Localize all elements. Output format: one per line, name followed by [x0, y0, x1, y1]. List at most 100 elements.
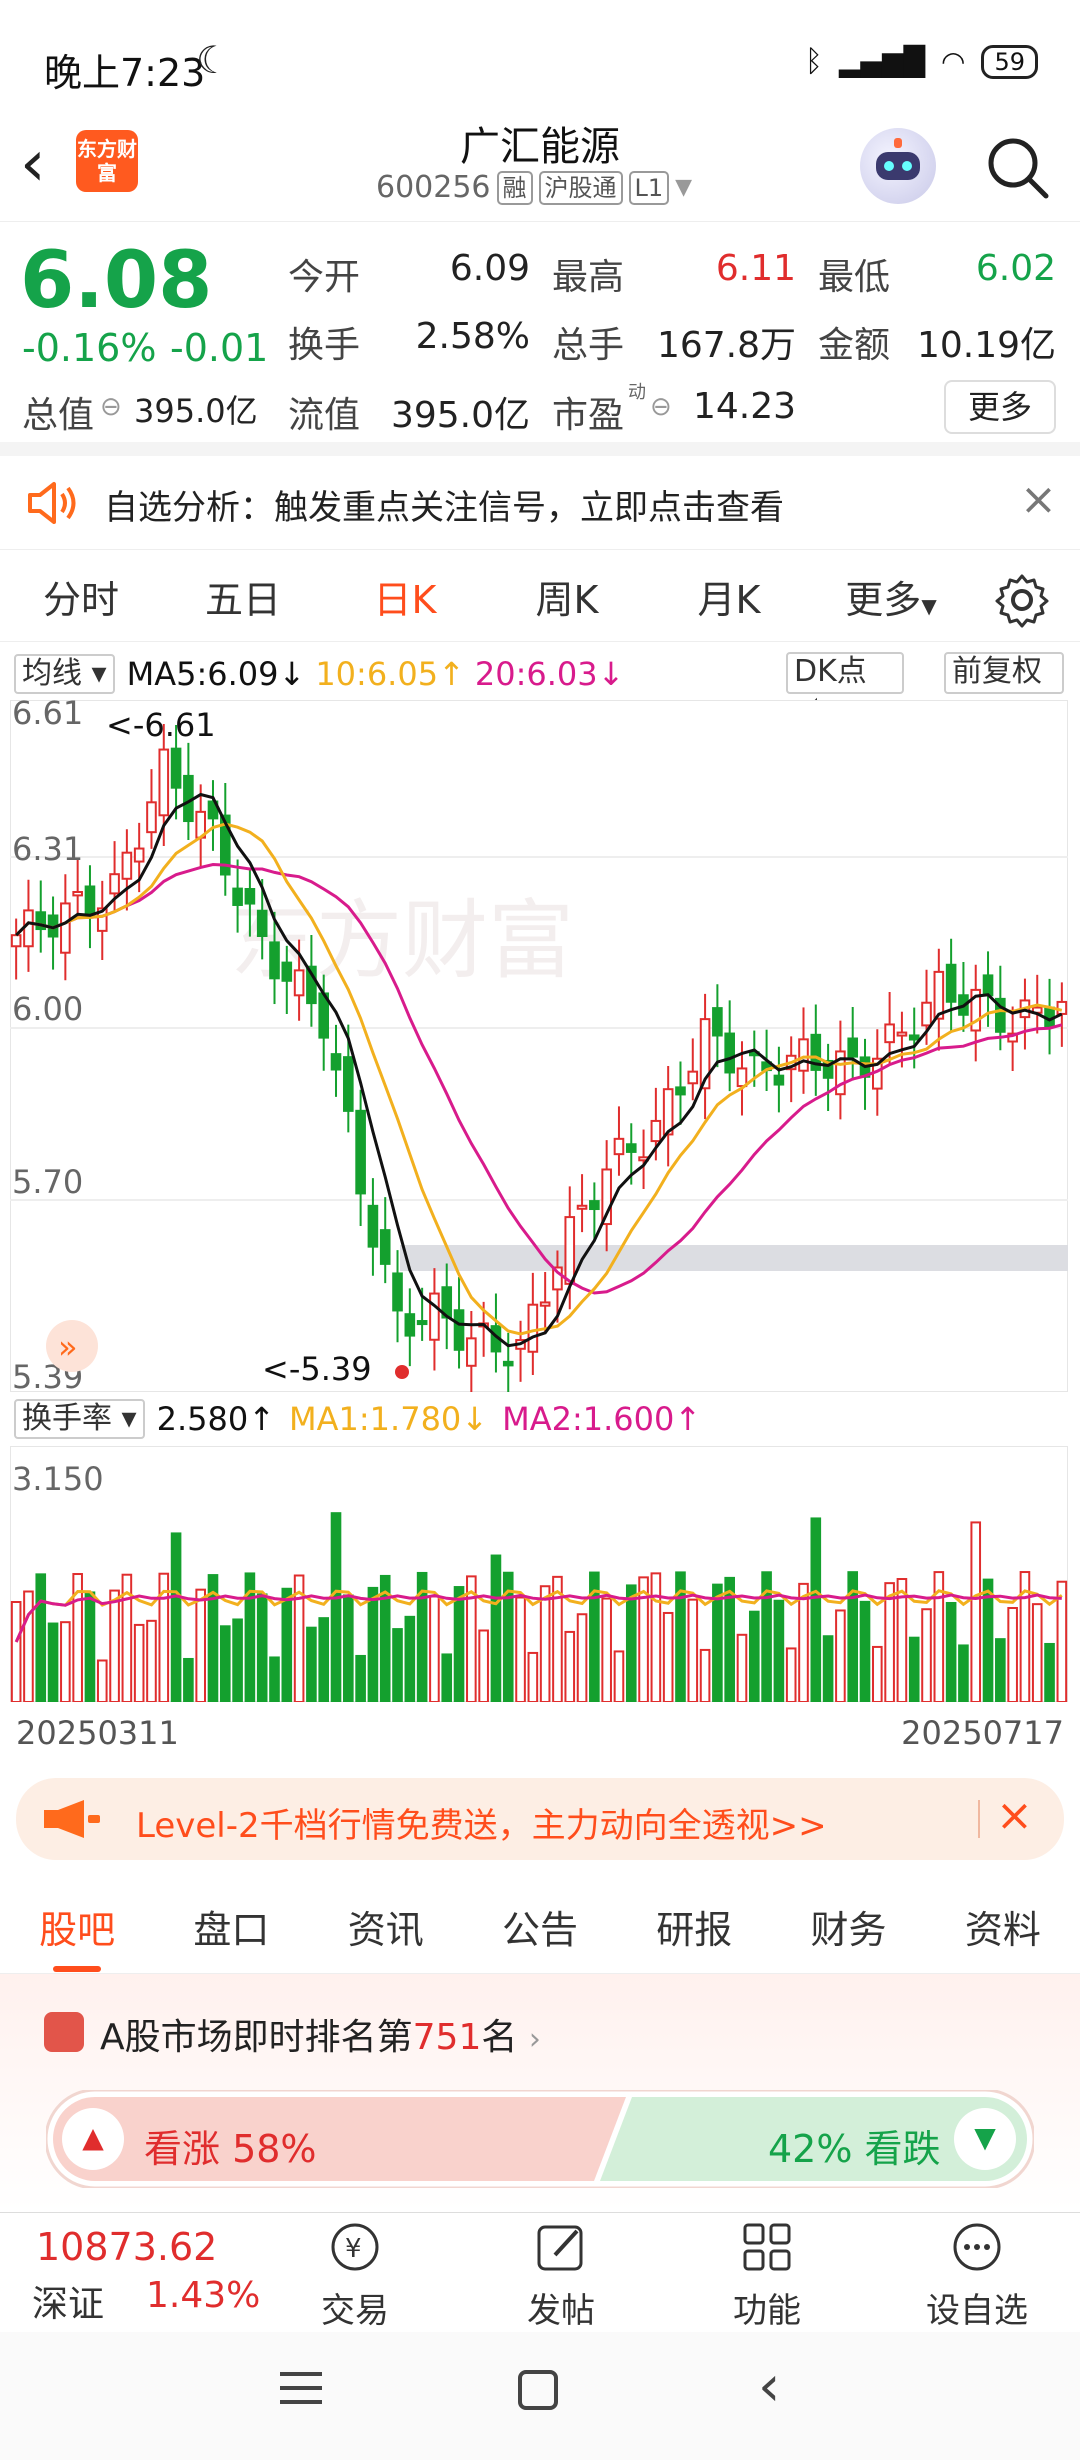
market-rank[interactable]: A股市场即时排名第751名 ›: [100, 2008, 541, 2060]
promo-close-icon[interactable]: ×: [996, 1790, 1033, 1841]
post-button[interactable]: 发帖: [486, 2219, 636, 2332]
tab-profile[interactable]: 资料: [964, 1908, 1041, 1952]
tab-research[interactable]: 研报: [656, 1908, 733, 1952]
turnover-bar: [367, 1586, 379, 1702]
back-button[interactable]: ‹: [20, 127, 46, 201]
turnover-bar: [712, 1583, 723, 1702]
candle-body: [884, 1023, 895, 1044]
turnover-bar: [552, 1575, 563, 1702]
close-icon[interactable]: ×: [1020, 474, 1057, 525]
tab-more[interactable]: 更多▼: [810, 569, 972, 624]
status-bar: 晚上7:23 ☾ ᛒ ▂▄▆█ ◠ 59: [0, 0, 1080, 110]
add-watchlist-button[interactable]: 设自选: [902, 2219, 1052, 2332]
search-icon[interactable]: [980, 130, 1054, 204]
index-value[interactable]: 10873.62: [36, 2225, 218, 2269]
dk-point-button[interactable]: DK点 ◢: [786, 652, 904, 725]
turnover-chart[interactable]: 3.150: [10, 1446, 1068, 1702]
ma-selector[interactable]: 均线 ▾: [14, 654, 115, 694]
turnover-selector-label: 换手率: [22, 1401, 112, 1436]
candle-body: [798, 1038, 809, 1072]
tab-order-book[interactable]: 盘口: [193, 1908, 270, 1952]
caret-down-icon: ▼: [921, 594, 937, 618]
turnover-bar: [625, 1584, 637, 1702]
tab-forum[interactable]: 股吧: [39, 1899, 115, 1972]
quote-panel: 6.08 -0.16% -0.01 今开 6.09 最高 6.11 最低 6.0…: [0, 226, 1080, 456]
candle-body: [133, 847, 145, 863]
turnover-selector[interactable]: 换手率 ▾: [14, 1399, 145, 1439]
open-value: 6.09: [449, 248, 530, 289]
candle-body: [293, 969, 305, 997]
tab-daily-k[interactable]: 日K: [373, 578, 437, 622]
candle-body: [810, 1033, 822, 1071]
expand-icon[interactable]: [46, 1320, 98, 1372]
functions-button[interactable]: 功能: [692, 2219, 842, 2332]
candle-body: [306, 965, 317, 1005]
turnover-bar: [84, 1591, 96, 1702]
turnover-bar: [527, 1651, 539, 1702]
menu-icon[interactable]: [280, 2372, 322, 2404]
trade-label: 交易: [321, 2291, 389, 2331]
level2-promo-banner[interactable]: Level-2千档行情免费送，主力动向全透视>> ×: [16, 1778, 1064, 1860]
trade-button[interactable]: ¥ 交易: [280, 2219, 430, 2332]
turnover-bar: [35, 1573, 47, 1702]
turnover-bar: [244, 1572, 256, 1702]
kline-chart[interactable]: 东方财富 6.61 6.31 6.00 5.70 5.39 <-6.61 <-5…: [10, 700, 1068, 1392]
level-tag: L1: [628, 170, 670, 205]
tab-weekly-k[interactable]: 周K: [535, 578, 599, 622]
candle-body: [269, 941, 280, 980]
low-value: 6.02: [975, 248, 1056, 289]
turnover-bar: [343, 1594, 354, 1702]
candle-body: [416, 1320, 428, 1326]
more-button[interactable]: 更多: [944, 380, 1056, 434]
app-logo[interactable]: 东方财富: [76, 130, 138, 192]
ma5-value: MA5:6.09↓: [126, 655, 306, 693]
content-tabs: 股吧 盘口 资讯 公告 研报 财务 资料: [0, 1880, 1080, 1974]
candle-body: [625, 1143, 637, 1153]
turnover-bar: [1007, 1607, 1018, 1702]
turnover-bar: [466, 1575, 477, 1702]
turnover-bar: [539, 1585, 551, 1702]
candle-body: [404, 1313, 416, 1337]
high-label: 最高: [552, 257, 625, 298]
home-icon[interactable]: [518, 2370, 558, 2410]
bearish-button[interactable]: ▼: [954, 2108, 1016, 2170]
rank-prefix: A股市场即时排名第: [100, 2017, 413, 2058]
candle-body: [539, 1301, 551, 1307]
turnover-bar: [896, 1578, 908, 1702]
tab-announcements[interactable]: 公告: [501, 1908, 578, 1952]
adjust-button[interactable]: 前复权: [944, 652, 1064, 694]
signal-icon: ▂▄▆█: [838, 45, 926, 78]
watchlist-notice[interactable]: 自选分析：触发重点关注信号，立即点击查看 ×: [0, 456, 1080, 550]
candle-body: [662, 1088, 674, 1136]
gear-icon[interactable]: [994, 572, 1050, 628]
high-value: 6.11: [715, 248, 796, 289]
tab-monthly-k[interactable]: 月K: [697, 578, 761, 622]
battery-icon: 59: [981, 44, 1038, 79]
turnover-bar: [47, 1622, 59, 1702]
back-nav-icon[interactable]: ‹: [758, 2354, 781, 2419]
tab-intraday[interactable]: 分时: [42, 578, 119, 622]
turnover-bar: [576, 1613, 588, 1702]
connect-tag: 沪股通: [538, 170, 623, 205]
stock-code-row[interactable]: 600256 融 沪股通 L1 ▼: [376, 170, 692, 205]
info-icon[interactable]: ⊖: [100, 392, 122, 422]
turnover-bar: [109, 1589, 120, 1702]
pe-info-icon[interactable]: ⊖: [650, 392, 672, 422]
turnover-bar: [392, 1628, 403, 1702]
candle-body: [970, 988, 982, 1032]
bottom-nav: 10873.62 深证 1.43% ¥ 交易 发帖 功能 设自选: [0, 2212, 1080, 2332]
turnover-bar: [1019, 1571, 1031, 1702]
turnover-bar: [306, 1626, 317, 1702]
wifi-icon: ◠: [941, 45, 966, 78]
tab-five-day[interactable]: 五日: [204, 578, 281, 622]
total-value: 395.0亿: [134, 392, 258, 430]
y-tick-4: 5.70: [12, 1163, 83, 1201]
candle-body: [96, 907, 108, 932]
bullish-button[interactable]: ▲: [62, 2108, 124, 2170]
last-price: 6.08: [20, 236, 213, 326]
assistant-robot-icon[interactable]: [860, 128, 936, 204]
chart-period-tabs: 分时 五日 日K 周K 月K 更多▼: [0, 552, 1080, 642]
tab-news[interactable]: 资讯: [347, 1908, 424, 1952]
tab-financials[interactable]: 财务: [810, 1908, 887, 1952]
turnover-value: 2.580↑: [156, 1400, 276, 1438]
